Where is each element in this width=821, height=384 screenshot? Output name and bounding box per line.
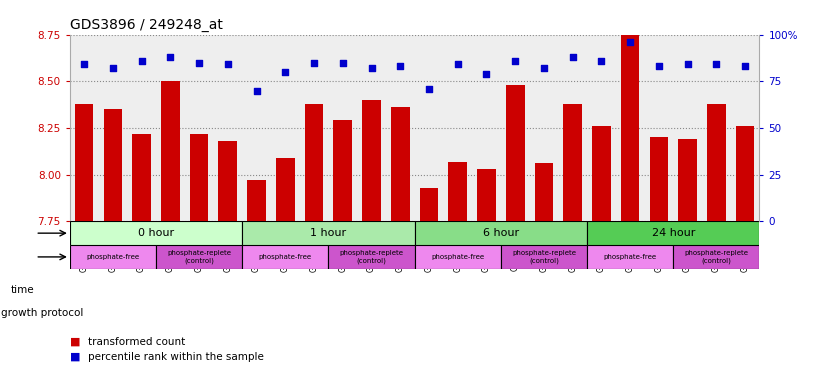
Point bbox=[566, 54, 580, 60]
Bar bbox=[587, 221, 759, 245]
Point bbox=[222, 61, 235, 68]
Bar bbox=[276, 158, 295, 221]
Bar bbox=[132, 134, 151, 221]
Bar bbox=[673, 245, 759, 269]
Bar bbox=[70, 221, 242, 245]
Point bbox=[624, 39, 637, 45]
Text: phosphate-replete
(control): phosphate-replete (control) bbox=[685, 250, 748, 264]
Point bbox=[107, 65, 120, 71]
Text: 1 hour: 1 hour bbox=[310, 228, 346, 238]
Point bbox=[365, 65, 378, 71]
Point bbox=[538, 65, 551, 71]
Point bbox=[308, 60, 321, 66]
Bar bbox=[415, 221, 587, 245]
Bar bbox=[534, 163, 553, 221]
Bar bbox=[477, 169, 496, 221]
Point bbox=[78, 61, 91, 68]
Point bbox=[710, 61, 723, 68]
Text: 6 hour: 6 hour bbox=[483, 228, 519, 238]
Bar bbox=[333, 121, 352, 221]
Bar bbox=[649, 137, 668, 221]
Bar bbox=[592, 126, 611, 221]
Text: GDS3896 / 249248_at: GDS3896 / 249248_at bbox=[70, 18, 222, 32]
Text: phosphate-free: phosphate-free bbox=[86, 254, 140, 260]
Bar bbox=[70, 245, 156, 269]
Bar bbox=[448, 162, 467, 221]
Bar bbox=[242, 245, 328, 269]
Text: time: time bbox=[11, 285, 34, 295]
Point bbox=[739, 63, 752, 70]
Bar bbox=[736, 126, 754, 221]
Bar bbox=[75, 104, 94, 221]
Point bbox=[509, 58, 522, 64]
Text: ■: ■ bbox=[70, 337, 80, 347]
Point bbox=[394, 63, 407, 70]
Bar bbox=[621, 35, 640, 221]
Text: percentile rank within the sample: percentile rank within the sample bbox=[88, 352, 264, 362]
Point bbox=[595, 58, 608, 64]
Bar bbox=[678, 139, 697, 221]
Bar bbox=[218, 141, 237, 221]
Text: phosphate-free: phosphate-free bbox=[259, 254, 312, 260]
Text: phosphate-replete
(control): phosphate-replete (control) bbox=[340, 250, 403, 264]
Bar bbox=[415, 245, 501, 269]
Point bbox=[337, 60, 350, 66]
Point bbox=[452, 61, 465, 68]
Bar bbox=[305, 104, 323, 221]
Text: 0 hour: 0 hour bbox=[138, 228, 174, 238]
Text: transformed count: transformed count bbox=[88, 337, 185, 347]
Text: phosphate-replete
(control): phosphate-replete (control) bbox=[167, 250, 231, 264]
Point bbox=[164, 54, 177, 60]
Point bbox=[480, 71, 493, 77]
Text: 24 hour: 24 hour bbox=[652, 228, 695, 238]
Point bbox=[279, 69, 292, 75]
Point bbox=[653, 63, 666, 70]
Point bbox=[681, 61, 695, 68]
Bar bbox=[506, 85, 525, 221]
Bar bbox=[103, 109, 122, 221]
Text: growth protocol: growth protocol bbox=[1, 308, 83, 318]
Bar bbox=[587, 245, 673, 269]
Bar bbox=[247, 180, 266, 221]
Text: phosphate-free: phosphate-free bbox=[431, 254, 484, 260]
Point bbox=[250, 88, 264, 94]
Bar bbox=[190, 134, 209, 221]
Bar bbox=[362, 100, 381, 221]
Bar bbox=[328, 245, 415, 269]
Bar bbox=[242, 221, 415, 245]
Bar bbox=[156, 245, 242, 269]
Text: phosphate-free: phosphate-free bbox=[603, 254, 657, 260]
Point bbox=[423, 86, 436, 92]
Bar bbox=[391, 108, 410, 221]
Bar bbox=[707, 104, 726, 221]
Bar bbox=[501, 245, 587, 269]
Text: phosphate-replete
(control): phosphate-replete (control) bbox=[512, 250, 576, 264]
Bar bbox=[563, 104, 582, 221]
Bar bbox=[420, 188, 438, 221]
Point bbox=[135, 58, 149, 64]
Point bbox=[192, 60, 205, 66]
Text: ■: ■ bbox=[70, 352, 80, 362]
Bar bbox=[161, 81, 180, 221]
